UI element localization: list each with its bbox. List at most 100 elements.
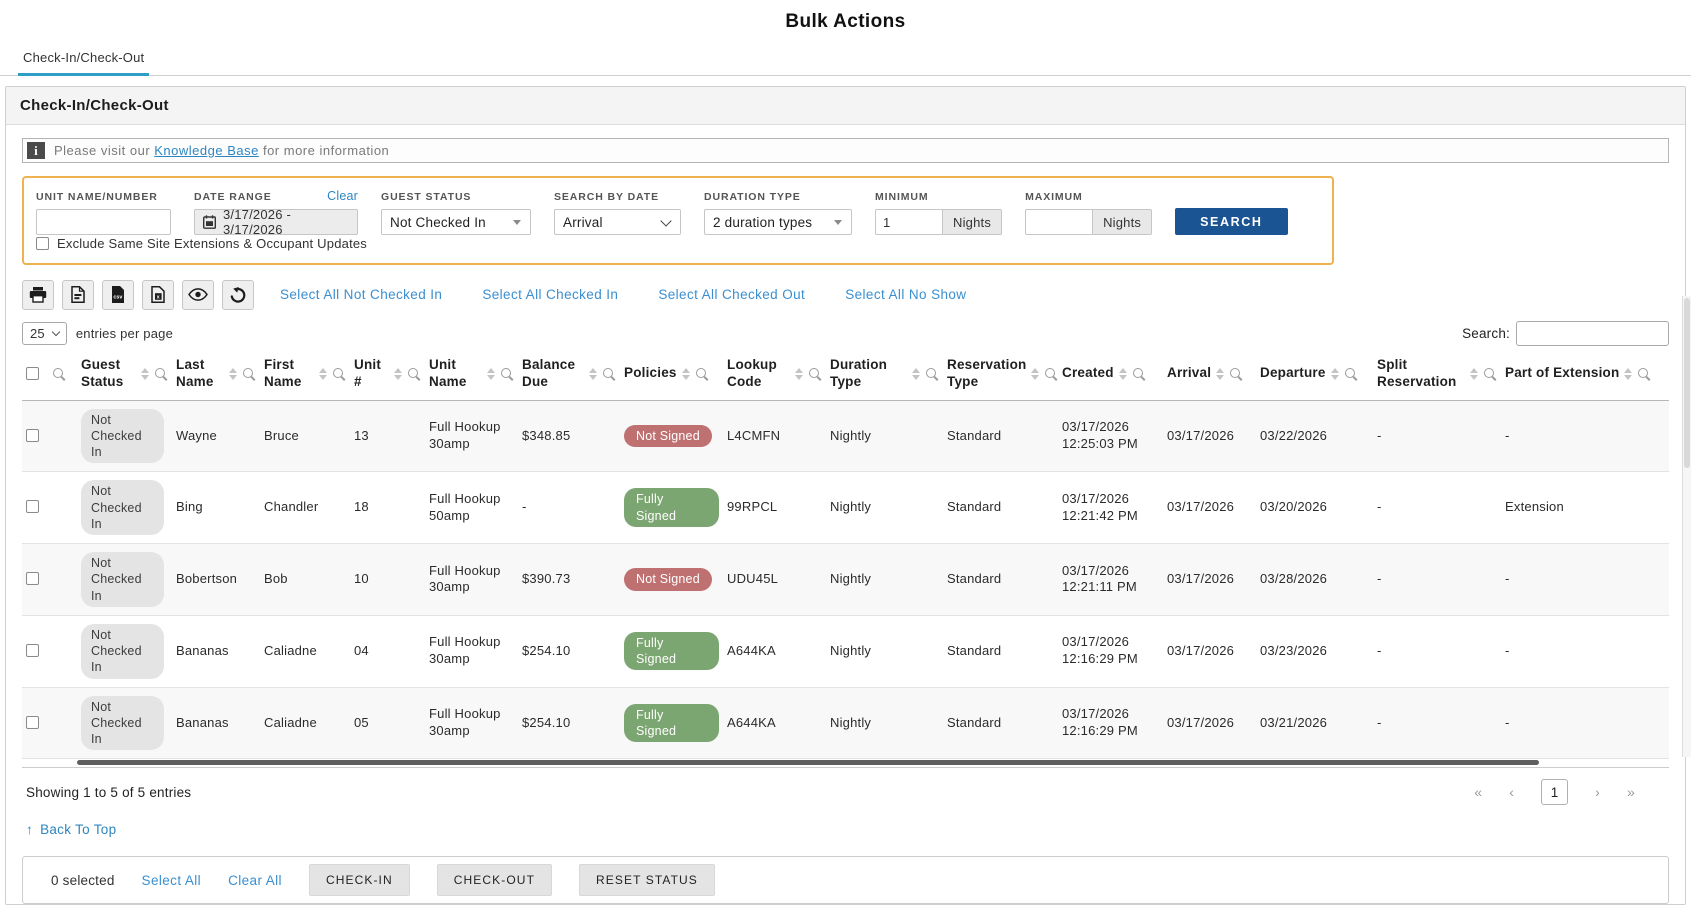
column-header-split-reservation[interactable]: Split Reservation	[1377, 356, 1457, 389]
column-header-arrival[interactable]: Arrival	[1167, 365, 1212, 381]
horizontal-scrollbar-thumb[interactable]	[77, 760, 1539, 766]
info-text-before: Please visit our	[54, 143, 155, 158]
select-all-checked-out-link[interactable]: Select All Checked Out	[658, 287, 806, 303]
reset-status-button[interactable]: RESET STATUS	[579, 864, 715, 897]
column-header-duration-type[interactable]: Duration Type	[830, 356, 888, 389]
search-button[interactable]: SEARCH	[1175, 208, 1288, 235]
cell-split-reservation: -	[1373, 471, 1501, 545]
column-header-reservation-type[interactable]: Reservation Type	[947, 356, 1027, 389]
row-checkbox[interactable]	[26, 572, 39, 586]
sort-icon[interactable]	[1330, 367, 1339, 380]
select-all-link[interactable]: Select All	[141, 872, 202, 888]
search-by-date-select[interactable]: Arrival	[554, 209, 681, 235]
duration-type-select[interactable]: 2 duration types	[704, 209, 852, 235]
date-range-value: 3/17/2026 - 3/17/2026	[223, 207, 291, 237]
pagination-prev-button[interactable]: ‹	[1509, 784, 1515, 801]
vertical-scrollbar[interactable]	[1682, 296, 1691, 757]
column-visibility-button[interactable]	[182, 279, 214, 310]
minimum-input[interactable]	[875, 209, 942, 235]
search-icon[interactable]	[242, 367, 256, 381]
select-all-not-checked-in-link[interactable]: Select All Not Checked In	[280, 287, 443, 303]
search-icon[interactable]	[332, 367, 346, 381]
search-icon[interactable]	[1132, 367, 1146, 381]
export-pdf-button[interactable]	[62, 279, 94, 310]
export-csv-button[interactable]: csv	[102, 279, 134, 310]
sort-icon[interactable]	[394, 367, 402, 380]
select-all-no-show-link[interactable]: Select All No Show	[845, 287, 967, 303]
column-header-first-name[interactable]: First Name	[264, 356, 302, 389]
reset-table-button[interactable]	[222, 279, 254, 310]
sort-icon[interactable]	[589, 367, 597, 380]
sort-icon[interactable]	[1470, 367, 1478, 380]
table-search-input[interactable]	[1516, 320, 1669, 346]
vertical-scrollbar-thumb[interactable]	[1684, 298, 1690, 468]
column-header-unit-name[interactable]: Unit Name	[429, 356, 467, 389]
row-checkbox[interactable]	[26, 715, 39, 729]
search-icon[interactable]	[925, 367, 939, 381]
row-checkbox[interactable]	[26, 428, 39, 442]
check-in-button[interactable]: CHECK-IN	[308, 864, 410, 897]
column-header-created[interactable]: Created	[1062, 365, 1114, 381]
date-range-clear-link[interactable]: Clear	[327, 189, 358, 203]
date-range-field[interactable]: 3/17/2026 - 3/17/2026	[194, 207, 358, 237]
sort-icon[interactable]	[681, 367, 690, 380]
cell-arrival: 03/17/2026	[1163, 687, 1256, 760]
search-icon[interactable]	[407, 367, 421, 381]
row-checkbox[interactable]	[26, 643, 39, 657]
cell-lookup-code: A644KA	[723, 687, 826, 760]
column-header-departure[interactable]: Departure	[1260, 365, 1326, 381]
search-icon[interactable]	[1044, 367, 1058, 381]
knowledge-base-link[interactable]: Knowledge Base	[154, 143, 259, 158]
pagination-last-button[interactable]: »	[1627, 784, 1635, 801]
select-all-checked-in-link[interactable]: Select All Checked In	[482, 287, 619, 303]
sort-icon[interactable]	[1031, 367, 1040, 380]
search-icon[interactable]	[154, 367, 168, 381]
exclude-extensions-checkbox[interactable]	[36, 237, 49, 250]
print-button[interactable]	[22, 279, 54, 310]
sort-icon[interactable]	[1118, 367, 1127, 380]
sort-icon[interactable]	[319, 367, 327, 380]
check-out-button[interactable]: CHECK-OUT	[436, 864, 552, 897]
sort-icon[interactable]	[1216, 367, 1225, 380]
search-icon[interactable]	[500, 367, 514, 381]
cell-duration-type: Nightly	[826, 687, 943, 760]
cell-first-name: Bruce	[260, 400, 350, 473]
search-icon[interactable]	[602, 367, 616, 381]
select-all-checkbox[interactable]	[26, 367, 39, 381]
sort-icon[interactable]	[141, 367, 149, 380]
tab-checkin-checkout[interactable]: Check-In/Check-Out	[18, 50, 150, 76]
entries-per-page-select[interactable]: 25	[22, 321, 67, 345]
pagination-first-button[interactable]: «	[1474, 784, 1483, 801]
search-icon[interactable]	[1344, 367, 1358, 381]
column-header-unit-number[interactable]: Unit #	[354, 356, 382, 389]
row-checkbox[interactable]	[26, 500, 39, 514]
unit-name-input[interactable]	[36, 209, 171, 235]
search-icon[interactable]	[52, 367, 66, 381]
cell-lookup-code: L4CMFN	[723, 400, 826, 473]
search-icon[interactable]	[695, 367, 709, 381]
column-header-balance-due[interactable]: Balance Due	[522, 356, 576, 389]
search-icon[interactable]	[1229, 367, 1243, 381]
pagination-page-1[interactable]: 1	[1541, 779, 1569, 806]
sort-icon[interactable]	[1624, 367, 1633, 380]
export-excel-button[interactable]: x	[142, 279, 174, 310]
maximum-input[interactable]	[1025, 209, 1093, 235]
sort-icon[interactable]	[795, 367, 803, 380]
column-header-last-name[interactable]: Last Name	[176, 356, 214, 389]
sort-icon[interactable]	[912, 367, 920, 380]
search-icon[interactable]	[1483, 367, 1497, 381]
sort-icon[interactable]	[487, 367, 495, 380]
exclude-extensions-checkbox-row[interactable]: Exclude Same Site Extensions & Occupant …	[36, 236, 367, 251]
column-header-lookup-code[interactable]: Lookup Code	[727, 356, 777, 389]
cell-balance-due: -	[518, 471, 620, 545]
pagination-next-button[interactable]: ›	[1595, 784, 1600, 801]
column-header-policies[interactable]: Policies	[624, 365, 677, 381]
sort-icon[interactable]	[229, 367, 237, 380]
search-icon[interactable]	[808, 367, 822, 381]
column-header-guest-status[interactable]: Guest Status	[81, 356, 124, 389]
back-to-top-link[interactable]: ↑ Back To Top	[26, 822, 116, 837]
column-header-part-of-extension[interactable]: Part of Extension	[1505, 365, 1620, 381]
clear-all-link[interactable]: Clear All	[228, 872, 282, 888]
search-icon[interactable]	[1637, 367, 1651, 381]
guest-status-select[interactable]: Not Checked In	[381, 209, 531, 235]
